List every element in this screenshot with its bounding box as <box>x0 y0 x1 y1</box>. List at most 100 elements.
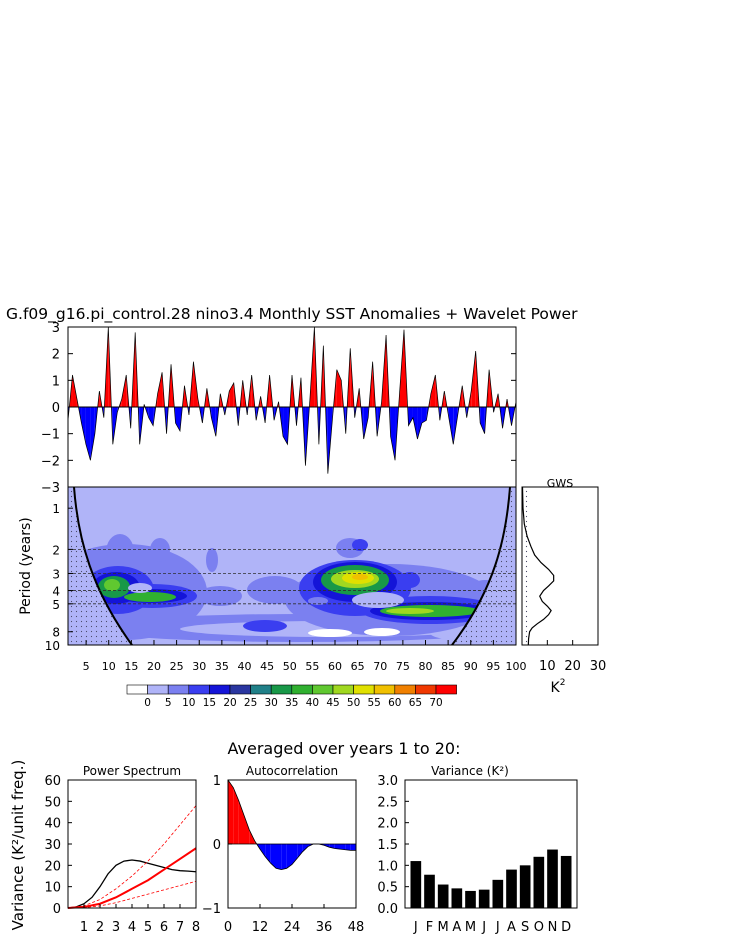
contour-band <box>106 534 134 570</box>
variance-month-label: A <box>452 920 461 935</box>
ac-ytick-label: 0 <box>213 838 221 853</box>
wavelet-xtick-label: 35 <box>215 660 229 673</box>
variance-bar <box>424 874 435 908</box>
contour-band <box>352 592 404 608</box>
main-title: G.f09_g16.pi_control.28 nino3.4 Monthly … <box>6 305 578 324</box>
monthly-variance-panel: Variance (K²) J F M A M J J A S O N D0.00.51.01.52.… <box>377 764 578 935</box>
sst-fill-segment <box>430 375 436 407</box>
colorbar-label: 30 <box>265 697 278 709</box>
sst-ytick-label: 2 <box>52 348 60 363</box>
ac-xtick-label: 36 <box>316 920 333 935</box>
ps-ytick-label: 20 <box>44 859 61 874</box>
autocorr-fill-segment <box>270 844 276 869</box>
gws-xtick-label: 20 <box>564 659 581 674</box>
autocorr-fill-segment <box>238 800 244 844</box>
var-ytick-label: 1.5 <box>377 838 398 853</box>
ps-xtick-label: 7 <box>176 920 184 935</box>
colorbar-label: 50 <box>347 697 360 709</box>
sst-fill-segment <box>81 407 86 445</box>
sst-ytick-label: 1 <box>52 374 60 389</box>
colorbar-label: 45 <box>326 697 339 709</box>
sst-fill-segment <box>90 407 95 461</box>
power-spectrum-panel: Power Spectrum 1 2 3 4 5 6 7 8 0 10 20 30 40 50 60 Var… <box>9 760 200 935</box>
colorbar-swatch <box>270 684 293 695</box>
variance-bar <box>506 869 517 908</box>
colorbar-label: 70 <box>429 697 442 709</box>
colorbar-label: 20 <box>223 697 236 709</box>
wavelet-ytick-label: 1 <box>52 502 60 516</box>
colorbar-swatch <box>229 684 251 695</box>
autocorr-fill-segment <box>265 844 271 864</box>
colorbar-label: 35 <box>285 697 298 709</box>
variance-bar <box>560 855 572 908</box>
sst-fill-segment <box>421 407 427 423</box>
wavelet-xtick-label: 10 <box>102 660 116 673</box>
ps-ytick-label: 60 <box>44 774 61 789</box>
autocorr-fill-segment <box>281 844 287 870</box>
colorbar-label: 5 <box>165 697 172 709</box>
red-noise-line <box>67 847 197 909</box>
power-spectrum-axes: 1 2 3 4 5 6 7 8 0 10 20 30 40 50 60 <box>44 774 200 935</box>
ac-ytick-label: −1 <box>202 902 221 917</box>
colorbar-swatch <box>126 684 148 695</box>
contour-band <box>104 579 120 591</box>
wavelet-xtick-label: 80 <box>418 660 432 673</box>
gws-frame <box>521 486 599 646</box>
power-spectrum-title: Power Spectrum <box>83 764 181 778</box>
ps-ytick-label: 10 <box>44 881 61 896</box>
ac-xtick-label: 12 <box>252 920 269 935</box>
ps-xtick-label: 1 <box>80 920 88 935</box>
variance-month-label: F <box>426 920 433 935</box>
sst-fill-segment <box>121 375 127 407</box>
gws-x-axis: 10 20 30 <box>539 640 606 674</box>
ps-xtick-label: 6 <box>160 920 168 935</box>
variance-month-label: M <box>465 920 476 935</box>
wavelet-colorbar: 0 5 10 15 20 25 30 35 40 45 50 55 60 65 70 <box>126 684 457 709</box>
var-ytick-label: 2.5 <box>377 795 398 810</box>
gws-line <box>521 486 555 646</box>
variance-month-label: M <box>438 920 449 935</box>
wavelet-panel: 5 10 15 20 25 30 35 40 45 50 55 60 65 70 75 80 85 90 95 100… <box>18 486 527 673</box>
sst-fill-segment <box>72 375 77 407</box>
sst-ytick-label: 3 <box>52 321 60 336</box>
contour-band <box>386 608 434 614</box>
cone-of-influence-right <box>452 487 516 645</box>
sst-fill-segment <box>390 407 396 461</box>
wavelet-xtick-label: 30 <box>192 660 206 673</box>
colorbar-label: 55 <box>368 697 381 709</box>
colorbar-swatch <box>353 684 375 695</box>
contour-band <box>400 572 420 588</box>
colorbar-swatch <box>332 684 354 695</box>
contour-band <box>128 583 152 593</box>
power-spectrum-lines <box>67 805 197 909</box>
cone-line-right <box>451 487 511 645</box>
sst-fill-segment <box>85 407 91 461</box>
variance-bar <box>492 879 504 908</box>
variance-bar <box>519 865 531 908</box>
cone-of-influence-left <box>68 487 132 645</box>
variance-bar <box>547 849 558 908</box>
contour-band <box>308 629 352 637</box>
colorbar-swatch <box>188 684 210 695</box>
contour-band <box>352 539 368 551</box>
variance-month-label: S <box>521 920 529 935</box>
wavelet-xtick-label: 85 <box>441 660 455 673</box>
variance-month-label: J <box>481 920 486 935</box>
ps-xtick-label: 5 <box>144 920 152 935</box>
colorbar-swatch <box>147 684 169 695</box>
colorbar-swatch <box>312 684 334 695</box>
variance-month-label: J <box>413 920 418 935</box>
autocorrelation-title: Autocorrelation <box>246 764 338 778</box>
colorbar-label: 25 <box>244 697 257 709</box>
colorbar-swatch <box>167 684 190 695</box>
ps-xtick-label: 8 <box>192 920 200 935</box>
var-ytick-label: 0.0 <box>377 902 398 917</box>
ac-ytick-label: 1 <box>213 774 221 789</box>
variance-month-label: O <box>534 920 544 935</box>
autocorrelation-panel: Autocorrelation 0 12 24 36 48−101 <box>202 764 364 935</box>
sst-fill-segment <box>448 407 454 445</box>
sst-fill-segment <box>412 407 418 439</box>
ac-xtick-label: 24 <box>284 920 301 935</box>
sst-ytick-label: −3 <box>41 481 60 496</box>
wavelet-xtick-label: 20 <box>147 660 161 673</box>
